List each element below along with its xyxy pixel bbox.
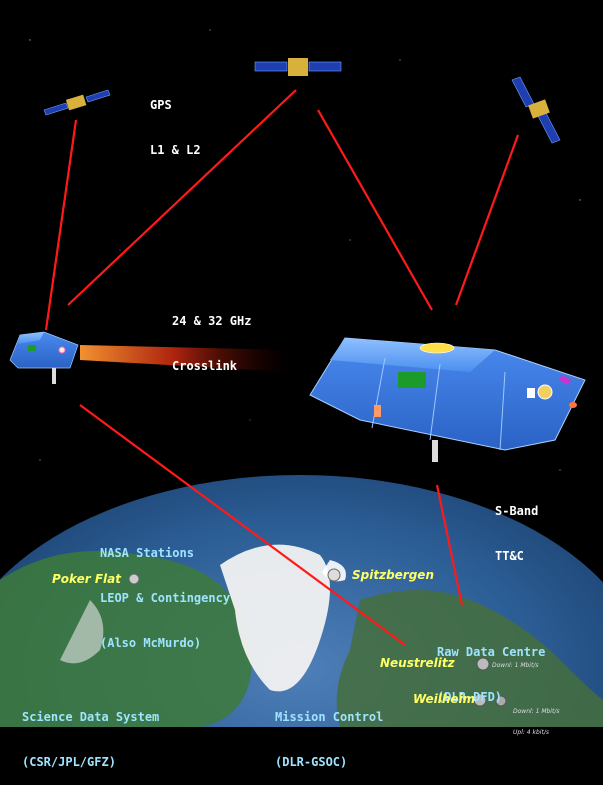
weilheim-rate-line1: Downl: 1 Mbit/s [513,708,560,715]
nasa-stations-label: NASA Stations LEOP & Contingency (Also M… [100,516,230,666]
grace-satellite-left [9,331,79,384]
neustrelitz-rate: Downl: 1 Mbit/s [492,662,539,669]
neustrelitz-antenna [476,657,490,671]
science-line2: (CSR/JPL/GFZ) [22,755,116,769]
nasa-label-line2: LEOP & Contingency [100,591,231,605]
crosslink-beam [80,345,290,372]
mission-line1: Mission Control [275,710,384,724]
mission-control-label: Mission Control (DLR-GSOC) [275,680,383,785]
poker-flat-label: Poker Flat [52,572,121,586]
gps-satellite-left [43,89,111,116]
weilheim-label: Weilheim [413,692,476,706]
science-line1: Science Data System [22,710,160,724]
mission-architecture-diagram [0,29,603,727]
science-data-system-label: Science Data System (CSR/JPL/GFZ) [22,680,159,785]
weilheim-antenna [473,693,507,707]
raw-data-line1: Raw Data Centre [437,645,546,659]
raw-data-line2: (DLR-DFD) [437,690,503,704]
mission-line2: (DLR-GSOC) [275,755,348,769]
weilheim-rate: Downl: 1 Mbit/s Upl: 4 kbit/s [513,694,559,743]
gps-label: GPS L1 & L2 [150,68,201,173]
link-lines [44,89,520,646]
neustrelitz-label: Neustrelitz [380,656,455,670]
raw-data-centre-label: Raw Data Centre (DLR-DFD) [437,615,545,720]
gps-label-line1: GPS [150,98,172,112]
sband-label-line1: S-Band [495,504,539,518]
gps-satellite-center [254,58,342,76]
starfield [29,29,581,471]
grace-satellite-right [309,337,586,462]
nasa-label-line1: NASA Stations [100,546,194,560]
crosslink-label-line2: Crosslink [172,359,238,373]
nasa-label-line3: (Also McMurdo) [100,636,202,650]
poker-flat-antenna [128,573,140,585]
gps-satellite-right [511,76,561,144]
spitzbergen-label: Spitzbergen [352,568,434,582]
sband-label: S-Band TT&C [495,474,538,579]
crosslink-label-line1: 24 & 32 GHz [172,314,252,328]
weilheim-rate-line2: Upl: 4 kbit/s [513,729,549,736]
crosslink-label: 24 & 32 GHz Crosslink [172,284,251,389]
gps-label-line2: L1 & L2 [150,143,201,157]
sband-label-line2: TT&C [495,549,524,563]
spitzbergen-antenna [327,568,341,582]
